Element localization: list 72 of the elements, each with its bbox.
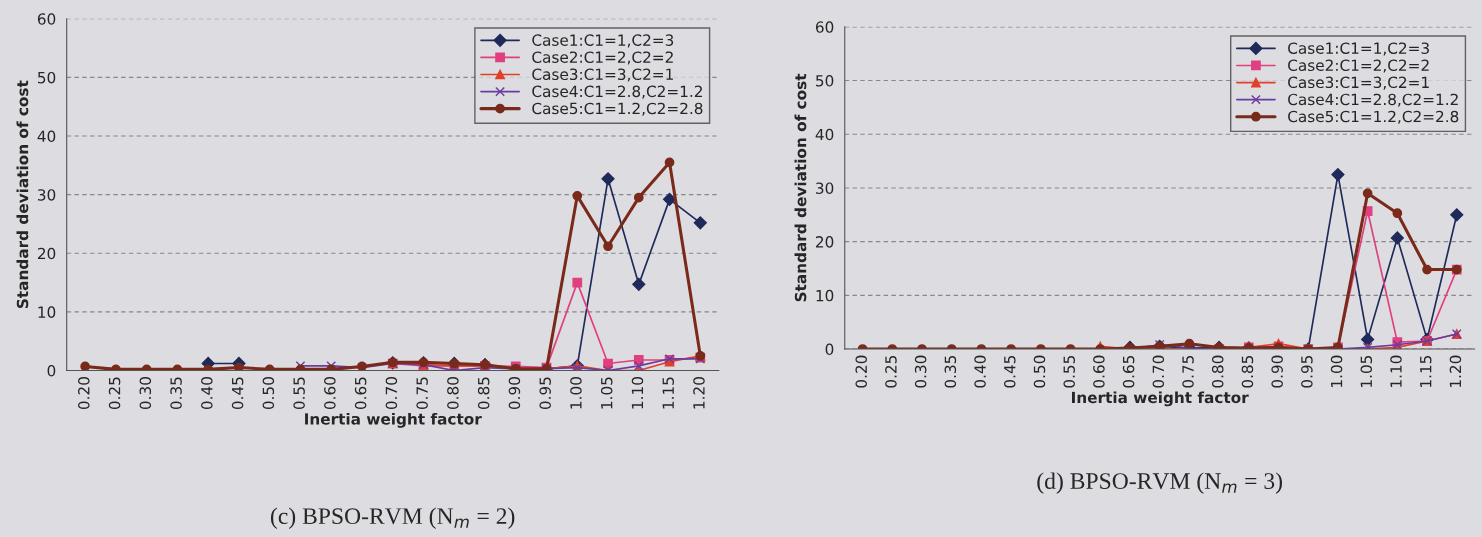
y-tick-label: 20 (816, 236, 834, 248)
x-tick-label: 0.85 (477, 377, 490, 410)
legend-label: Case3:C1=3,C2=1 (1288, 76, 1429, 90)
x-tick-label: 1.15 (662, 377, 674, 409)
y-tick-label: 0 (825, 343, 834, 356)
y-tick-label: 50 (816, 75, 834, 87)
x-tick-label: 0.85 (1241, 355, 1254, 388)
legend-label: Case1:C1=1,C2=3 (532, 34, 674, 48)
legend-label: Case2:C1=2,C2=2 (1288, 59, 1429, 73)
x-tick-label: 1.05 (1360, 355, 1373, 387)
x-tick-label: 0.25 (885, 355, 897, 388)
y-tick-label: 50 (38, 71, 56, 84)
x-tick-label: 0.90 (1271, 355, 1283, 388)
y-tick-label: 10 (816, 289, 834, 302)
x-tick-label: 0.30 (139, 377, 152, 410)
x-tick-label: 0.90 (508, 377, 521, 410)
x-tick-label: 0.60 (1093, 355, 1105, 388)
x-tick-label: 0.70 (385, 377, 398, 410)
x-tick-label: 1.10 (631, 377, 644, 409)
legend-label: Case3:C1=3,C2=1 (532, 68, 673, 82)
x-tick-label: 0.70 (1152, 355, 1165, 388)
x-tick-label: 0.30 (914, 355, 927, 388)
x-tick-label: 0.95 (1301, 355, 1313, 388)
y-tick-label: 60 (815, 21, 834, 33)
text: (d) BPSO-RVM (N$_{m}$ = 3) (1037, 472, 1282, 494)
x-tick-label: 0.75 (416, 377, 428, 410)
legend-label: Case4:C1=2.8,C2=1.2 (532, 85, 702, 99)
x-tick-label: 0.35 (170, 377, 182, 410)
x-tick-label: 0.60 (324, 377, 336, 410)
legend-label: Case5:C1=1.2,C2=2.8 (532, 102, 703, 116)
y-tick-label: 30 (38, 189, 56, 201)
x-tick-label: 0.80 (1211, 355, 1224, 388)
x-tick-label: 1.00 (1330, 355, 1343, 387)
x-tick-label: 0.55 (1063, 355, 1075, 388)
y-tick-label: 40 (815, 128, 834, 141)
x-tick-label: 0.45 (1003, 355, 1016, 388)
x-axis-title: Inertia weight factor (305, 412, 482, 428)
x-tick-label: 1.05 (600, 377, 613, 409)
x-tick-label: 1.20 (693, 377, 705, 409)
x-tick-label: 0.50 (1033, 355, 1046, 388)
x-tick-label: 0.55 (293, 377, 305, 410)
x-tick-label: 0.20 (855, 355, 867, 388)
x-tick-label: 0.80 (447, 377, 459, 410)
legend-label: Case4:C1=2.8,C2=1.2 (1288, 93, 1458, 107)
legend-label: Case2:C1=2,C2=2 (532, 51, 673, 65)
x-tick-label: 1.00 (570, 377, 582, 409)
legend-label: Case1:C1=1,C2=3 (1288, 42, 1429, 56)
x-tick-label: 0.40 (201, 377, 213, 410)
y-tick-label: 0 (47, 365, 56, 377)
y-tick-label: 20 (37, 247, 56, 260)
x-tick-label: 0.75 (1182, 355, 1194, 388)
x-axis-title: Inertia weight factor (1072, 391, 1249, 407)
x-tick-label: 1.10 (1390, 355, 1402, 387)
y-tick-label: 30 (816, 182, 834, 194)
x-tick-label: 0.40 (974, 355, 986, 388)
x-tick-label: 0.45 (231, 377, 244, 410)
y-tick-label: 60 (37, 13, 56, 25)
x-tick-label: 0.35 (944, 355, 957, 388)
legend-label: Case5:C1=1.2,C2=2.8 (1288, 110, 1459, 124)
x-tick-label: 0.65 (1122, 355, 1135, 388)
x-tick-label: 1.20 (1449, 355, 1462, 387)
x-tick-label: 0.25 (108, 377, 121, 410)
text: (c) BPSO-RVM (N$_{m}$ = 2) (270, 507, 515, 529)
x-tick-label: 0.20 (78, 377, 90, 410)
x-tick-label: 1.15 (1420, 355, 1432, 387)
y-tick-label: 10 (38, 306, 56, 318)
y-axis-title: Standard deviation of cost (16, 80, 29, 309)
x-tick-label: 0.65 (354, 377, 367, 410)
y-tick-label: 40 (37, 130, 56, 143)
x-tick-label: 0.50 (262, 377, 275, 410)
x-tick-label: 0.95 (539, 377, 551, 410)
y-axis-title: Standard deviation of cost (794, 73, 807, 302)
